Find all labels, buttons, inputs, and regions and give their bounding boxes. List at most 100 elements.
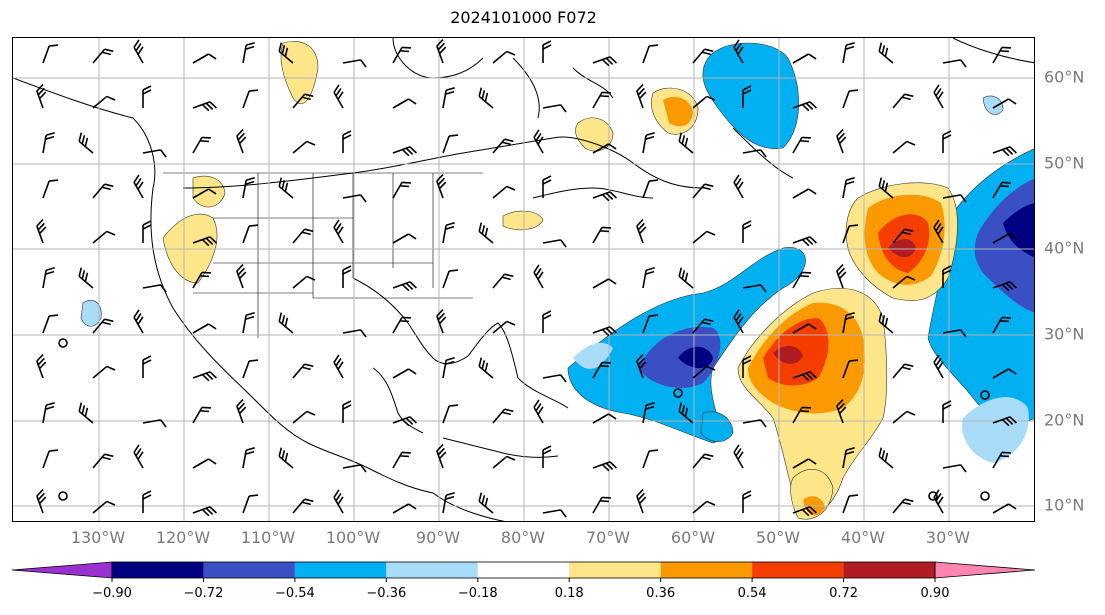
wind-barb — [436, 39, 447, 64]
wind-barb — [692, 230, 716, 244]
wind-barb — [192, 101, 217, 112]
wind-barb — [242, 89, 259, 109]
wind-barb — [878, 312, 894, 334]
wind-barb — [792, 188, 817, 199]
longitude-label: 90°W — [415, 528, 461, 547]
wind-barb — [342, 265, 352, 288]
latitude-label: 40°N — [1044, 238, 1085, 258]
wind-barb — [992, 281, 1017, 292]
wind-barb — [692, 95, 716, 109]
wind-barb — [892, 228, 914, 244]
colorbar-bin — [477, 562, 570, 578]
wind-barb — [242, 446, 255, 469]
wind-barb — [842, 359, 859, 379]
wind-barb — [392, 46, 411, 64]
calm-wind-marker — [980, 390, 990, 400]
wind-barb — [892, 275, 916, 289]
wind-barb — [92, 453, 114, 469]
wind-barb — [492, 455, 516, 469]
colorbar-bin — [752, 562, 844, 578]
wind-barb — [592, 413, 617, 424]
wind-barb — [678, 267, 694, 289]
wind-barb — [242, 359, 259, 379]
wind-barb — [592, 361, 611, 379]
wind-barb — [133, 444, 144, 469]
latitude-label: 20°N — [1044, 410, 1085, 430]
wind-barb — [692, 500, 716, 514]
wind-barb — [692, 183, 714, 199]
wind-barb — [492, 185, 516, 199]
wind-barb — [792, 136, 811, 154]
wind-barb — [492, 138, 514, 154]
wind-barb — [942, 265, 952, 288]
calm-wind-marker — [58, 491, 68, 501]
map-title: 2024101000 F072 — [450, 8, 597, 27]
positive-anomaly-hudson — [575, 117, 614, 152]
wind-barb — [392, 181, 411, 199]
longitude-label: 80°W — [500, 528, 546, 547]
wind-barb — [292, 275, 316, 289]
wind-barb — [892, 93, 914, 109]
wind-barb — [878, 177, 894, 199]
wind-barb — [242, 311, 255, 334]
wind-barb — [842, 41, 855, 64]
colorbar-bin — [660, 562, 753, 578]
wind-barb — [436, 444, 447, 469]
colorbar-tick-label: 0.90 — [920, 586, 950, 601]
wind-barb — [92, 318, 114, 334]
colorbar-tick-label: −0.72 — [183, 586, 224, 601]
wind-barb — [392, 416, 417, 427]
wind-barb — [42, 449, 59, 469]
wind-barb — [133, 309, 144, 334]
positive-anomaly-newfoundland-core — [663, 96, 693, 127]
wind-barb — [942, 59, 967, 68]
wind-barb — [992, 98, 1017, 109]
wind-barb — [133, 174, 144, 199]
light-negative-iceland — [982, 95, 1004, 115]
longitude-label: 50°W — [755, 528, 801, 547]
wind-barb — [192, 188, 217, 199]
wind-barb — [592, 496, 611, 514]
wind-barb — [492, 320, 516, 334]
calm-wind-marker — [980, 491, 990, 501]
wind-barb — [392, 503, 417, 514]
wind-barb — [642, 44, 659, 64]
colorbar-tick-label: −0.90 — [92, 586, 132, 601]
wind-barb — [592, 461, 617, 472]
latitude-label: 30°N — [1044, 324, 1085, 344]
wind-barb — [742, 284, 767, 293]
positive-anomaly-great-lakes — [502, 210, 544, 231]
wind-barb — [42, 131, 55, 154]
wind-barb — [442, 356, 455, 379]
light-negative-west-coast — [80, 299, 102, 327]
wind-barb — [992, 233, 1017, 244]
wind-barb — [292, 363, 314, 379]
wind-barb — [742, 490, 752, 513]
wind-barb — [592, 56, 617, 67]
wind-barb — [592, 91, 611, 109]
wind-barb — [42, 314, 59, 334]
wind-barb — [942, 130, 952, 153]
wind-barb — [692, 453, 714, 469]
wind-barb — [733, 309, 744, 334]
wind-barb — [236, 264, 247, 289]
wind-barb — [133, 39, 144, 64]
wind-barb — [392, 233, 417, 244]
wind-barb — [142, 355, 152, 378]
wind-barb — [678, 132, 694, 154]
wind-barb — [142, 284, 167, 293]
wind-barb — [192, 271, 211, 289]
wind-barb — [836, 399, 847, 424]
wind-barb — [192, 323, 217, 334]
wind-barb — [142, 85, 152, 108]
wind-barb — [892, 363, 914, 379]
longitude-label: 100°W — [325, 528, 381, 547]
wind-barb — [792, 236, 817, 247]
wind-barb — [142, 149, 167, 158]
calm-wind-marker — [58, 338, 68, 348]
colorbar-tick-label: −0.18 — [457, 586, 498, 601]
wind-barb — [492, 50, 516, 64]
wind-barb — [942, 329, 967, 338]
colorbar-bin — [569, 562, 661, 578]
wind-barb — [92, 48, 114, 64]
